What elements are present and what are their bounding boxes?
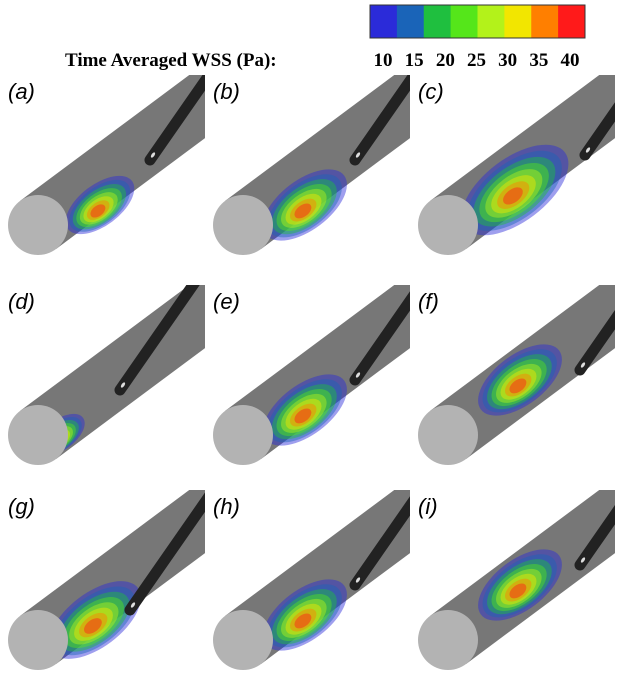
panel-label: (b) [213, 79, 240, 104]
vessel-section [8, 405, 68, 465]
vessel-section [213, 610, 273, 670]
panel-label: (i) [418, 494, 438, 519]
colorbar-title: Time Averaged WSS (Pa): [65, 50, 277, 71]
colorbar-tick: 15 [405, 50, 424, 71]
vessel-section [8, 195, 68, 255]
vessel-section [213, 405, 273, 465]
colorbar-tick: 30 [498, 50, 517, 71]
colorbar-tick: 40 [561, 50, 580, 71]
vessel-section [418, 195, 478, 255]
panel-label: (a) [8, 79, 35, 104]
colorbar-swatch [397, 5, 424, 38]
colorbar-tick: 10 [374, 50, 393, 71]
colorbar-swatch [558, 5, 585, 38]
panel-label: (g) [8, 494, 35, 519]
panel-label: (d) [8, 289, 35, 314]
vessel-section [8, 610, 68, 670]
panel-label: (e) [213, 289, 240, 314]
panel-label: (h) [213, 494, 240, 519]
figure: Time Averaged WSS (Pa): 10 15 20 25 30 35 40 (a… [0, 0, 623, 683]
colorbar-swatch [478, 5, 505, 38]
colorbar-tick: 25 [467, 50, 486, 71]
colorbar-swatch [424, 5, 451, 38]
panel-label: (f) [418, 289, 439, 314]
colorbar-swatch [531, 5, 558, 38]
vessel-section [213, 195, 273, 255]
panel-label: (c) [418, 79, 444, 104]
colorbar-swatch [504, 5, 531, 38]
vessel-section [418, 610, 478, 670]
colorbar-tick: 20 [436, 50, 455, 71]
vessel-section [418, 405, 478, 465]
colorbar-swatch [370, 5, 397, 38]
colorbar-swatch [451, 5, 478, 38]
colorbar-tick: 35 [529, 50, 548, 71]
